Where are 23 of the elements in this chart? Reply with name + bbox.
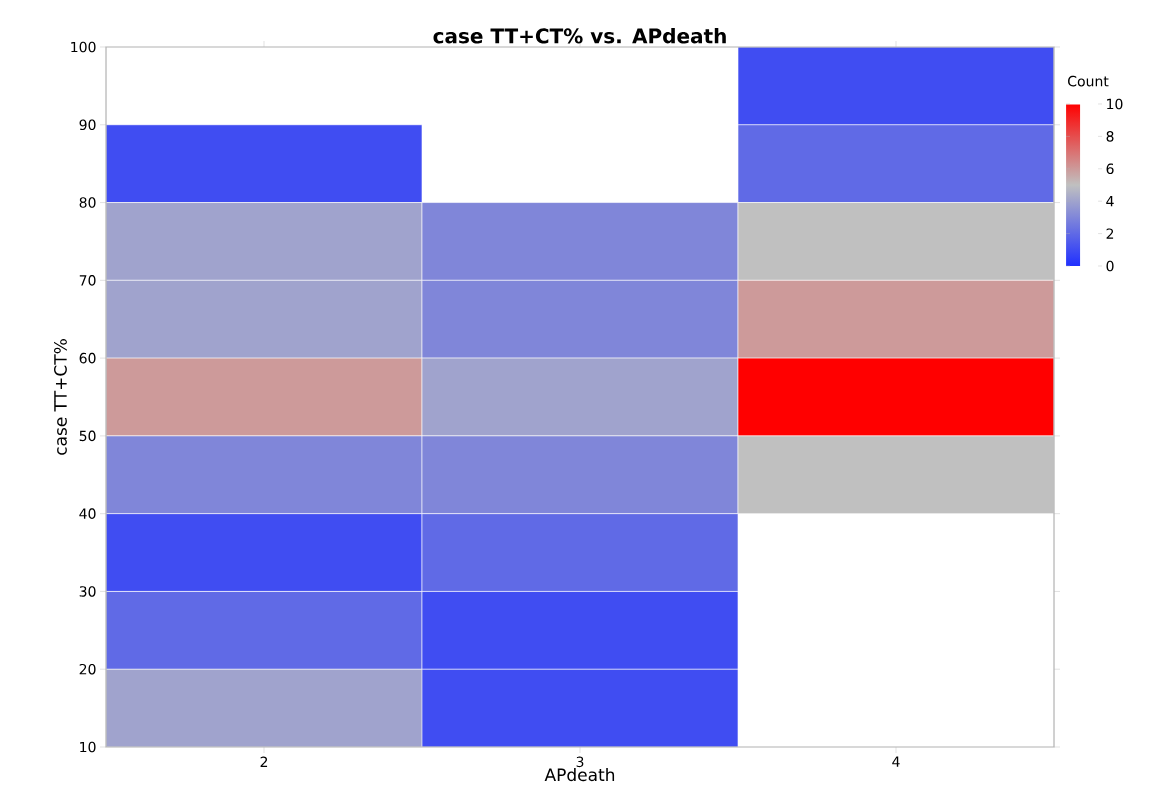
y-tick-label: 50 (79, 430, 96, 442)
chart-title: case TT+CT% vs. APdeath (433, 27, 726, 44)
y-tick-label: 60 (79, 352, 96, 364)
color-bar-label: 8 (1106, 131, 1114, 142)
color-bar-title: Count (1068, 75, 1109, 87)
color-bar-label: 4 (1106, 196, 1114, 207)
y-tick-label: 30 (79, 586, 96, 597)
x-tick-label: 2 (260, 756, 268, 767)
x-tick-label: 3 (576, 756, 584, 768)
color-bar-label: 2 (1106, 228, 1114, 239)
y-tick-label: 20 (79, 663, 96, 675)
y-tick-label: 10 (80, 741, 96, 753)
y-tick-label: 70 (79, 275, 96, 286)
color-bar-label: 6 (1106, 163, 1114, 175)
x-axis-title: APdeath (544, 767, 615, 782)
y-tick-label: 100 (71, 41, 96, 53)
color-bar-label: 0 (1106, 260, 1114, 272)
x-tick-label: 4 (892, 756, 900, 767)
y-axis-title: case TT+CT% (54, 339, 67, 455)
color-bar-label: 10 (1107, 98, 1123, 110)
y-tick-label: 80 (79, 197, 96, 208)
y-tick-label: 40 (79, 508, 96, 519)
y-tick-label: 90 (79, 119, 96, 131)
